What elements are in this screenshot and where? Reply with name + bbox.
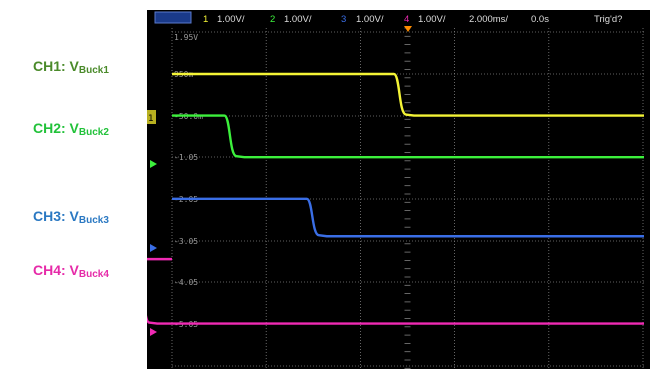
ch2-label: CH2: VBuck2 xyxy=(33,120,109,138)
oscilloscope-display: 1 1.00V/ 2 1.00V/ 3 1.00V/ 4 1.00V/ 2.00… xyxy=(147,10,650,369)
ch4-trace xyxy=(147,257,644,325)
ch2-label-sub: Buck2 xyxy=(78,127,109,138)
ch1-trace xyxy=(172,72,644,117)
ch2-ground-marker[interactable] xyxy=(150,160,157,168)
ch3-ground-marker[interactable] xyxy=(150,244,157,252)
level-label: -4.05 xyxy=(174,278,198,287)
ch3-scale[interactable]: 1.00V/ xyxy=(356,14,384,25)
ch1-scale[interactable]: 1.00V/ xyxy=(217,14,245,25)
ch1-number[interactable]: 1 xyxy=(203,14,208,25)
ch4-label-sub: Buck4 xyxy=(78,269,109,280)
level-label: -3.05 xyxy=(174,237,198,246)
ch2-trace xyxy=(172,114,644,159)
ch3-label: CH3: VBuck3 xyxy=(33,208,109,226)
ch3-number[interactable]: 3 xyxy=(341,14,346,25)
svg-text:1: 1 xyxy=(148,114,154,124)
ch2-number[interactable]: 2 xyxy=(270,14,275,25)
status-bar xyxy=(147,10,650,26)
ch2-label-prefix: CH2: V xyxy=(33,120,79,136)
trigger-position-marker[interactable] xyxy=(404,26,412,32)
ground-markers: 1 xyxy=(147,26,412,336)
ch3-trace xyxy=(172,197,644,238)
ch4-number[interactable]: 4 xyxy=(404,14,409,25)
ch1-label-sub: Buck1 xyxy=(78,65,109,76)
ch1-label: CH1: VBuck1 xyxy=(33,58,109,76)
timebase[interactable]: 2.000ms/ xyxy=(469,14,508,25)
level-labels: 1.95V 950m -50.0m -1.05 -2.05 -3.05 -4.0… xyxy=(174,33,203,329)
ch1-ground-marker[interactable] xyxy=(147,110,156,124)
ch4-scale[interactable]: 1.00V/ xyxy=(418,14,446,25)
ch3-label-prefix: CH3: V xyxy=(33,208,79,224)
ch4-label: CH4: VBuck4 xyxy=(33,262,109,280)
level-label: -1.05 xyxy=(174,153,198,162)
level-label: 1.95V xyxy=(174,33,198,42)
run-status-indicator[interactable] xyxy=(154,11,192,24)
ch4-label-prefix: CH4: V xyxy=(33,262,79,278)
ch3-label-sub: Buck3 xyxy=(78,215,109,226)
ch4-ground-marker[interactable] xyxy=(150,328,157,336)
ch2-scale[interactable]: 1.00V/ xyxy=(284,14,312,25)
waveforms xyxy=(147,72,644,325)
delay[interactable]: 0.0s xyxy=(531,14,549,25)
trigger-status[interactable]: Trig'd? xyxy=(594,14,622,25)
ch1-label-prefix: CH1: V xyxy=(33,58,79,74)
